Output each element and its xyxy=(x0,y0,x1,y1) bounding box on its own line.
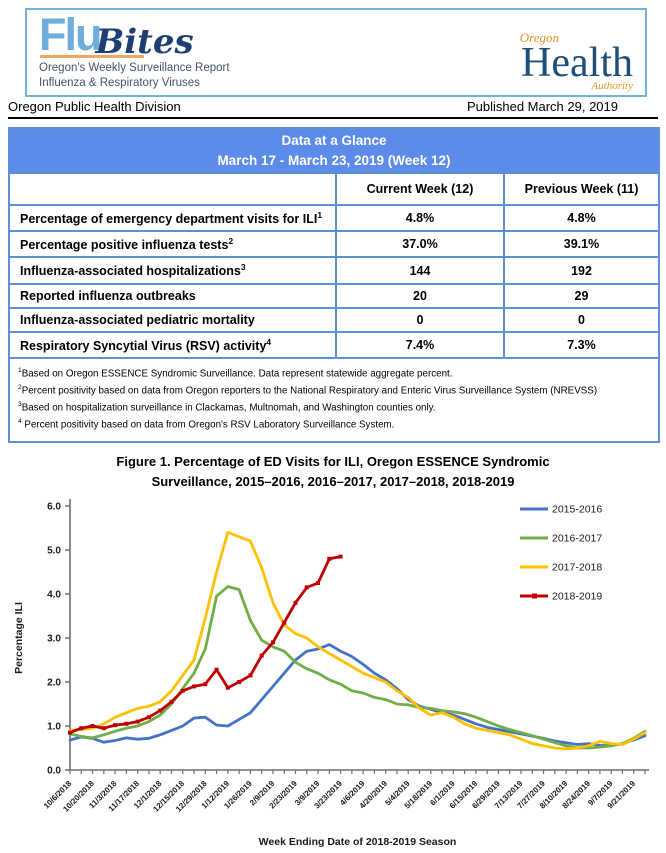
oha-health-text: Health xyxy=(521,40,633,86)
flu-bites-logo: FluBites Oregon's Weekly Surveillance Re… xyxy=(39,12,230,91)
data-marker xyxy=(135,719,140,724)
current-week-value: 0 xyxy=(335,306,505,333)
chart-line-2015-2016 xyxy=(68,643,647,748)
legend-label: 2016-2017 xyxy=(552,533,602,545)
data-marker xyxy=(338,554,343,559)
chart-line-2017-2018 xyxy=(68,531,647,751)
current-week-value: 37.0% xyxy=(335,230,505,259)
y-tick-label: 2.0 xyxy=(47,678,61,689)
logo-tagline-1: Oregon's Weekly Surveillance Report xyxy=(39,62,230,74)
figure-title-line2: Surveillance, 2015–2016, 2016–2017, 2017… xyxy=(151,474,515,490)
previous-week-value: 0 xyxy=(503,306,660,333)
data-marker xyxy=(214,667,219,672)
logo-tagline-2: Influenza & Respiratory Viruses xyxy=(39,76,200,89)
row-label: Respiratory Syncytial Virus (RSV) activi… xyxy=(8,330,337,359)
table-title: Data at a Glance March 17 - March 23, 20… xyxy=(8,126,660,175)
bites-logotype: Bites xyxy=(95,22,194,62)
table-row: Influenza-associated pediatric mortality… xyxy=(8,306,660,333)
division-label: Oregon Public Health Division xyxy=(8,99,181,114)
oha-oregon-text: Oregon xyxy=(519,30,559,45)
legend-label: 2018-2019 xyxy=(552,591,602,603)
table-title-row: Data at a Glance March 17 - March 23, 20… xyxy=(8,126,660,175)
data-marker xyxy=(124,721,129,726)
data-marker xyxy=(158,708,163,713)
previous-week-value: 192 xyxy=(503,256,660,285)
figure-title: Figure 1. Percentage of ED Visits for IL… xyxy=(0,452,666,492)
data-marker xyxy=(248,673,253,678)
data-marker xyxy=(304,585,309,590)
data-marker xyxy=(146,715,151,720)
y-tick-label: 4.0 xyxy=(47,590,61,601)
data-marker xyxy=(192,684,197,689)
y-axis-title: Percentage ILI xyxy=(13,602,25,674)
masthead: FluBites Oregon's Weekly Surveillance Re… xyxy=(25,8,647,97)
data-marker xyxy=(316,581,321,585)
logo-underline xyxy=(40,55,144,58)
data-marker xyxy=(293,600,298,605)
table-row: Percentage of emergency department visit… xyxy=(8,204,660,233)
table-row: Influenza-associated hospitalizations3 14… xyxy=(8,256,660,285)
data-marker xyxy=(169,699,174,704)
current-week-value: 4.8% xyxy=(335,204,505,233)
table-title-line1: Data at a Glance xyxy=(281,133,387,148)
data-marker xyxy=(101,726,106,731)
table-row: Percentage positive influenza tests2 37.0… xyxy=(8,230,660,259)
y-tick-label: 5.0 xyxy=(47,546,61,557)
data-marker xyxy=(225,685,230,690)
data-marker xyxy=(270,640,275,645)
legend-label: 2015-2016 xyxy=(552,504,602,516)
division-row: Oregon Public Health Division Published … xyxy=(8,99,658,119)
previous-week-value: 29 xyxy=(503,282,660,309)
flu-logotype: Flu xyxy=(39,9,103,60)
x-axis-title: Week Ending Date of 2018-2019 Season xyxy=(259,836,457,848)
chart-line-2016-2017 xyxy=(68,585,647,750)
row-label: Influenza-associated pediatric mortality xyxy=(8,306,337,333)
data-marker xyxy=(203,682,208,687)
table-title-line2: March 17 - March 23, 2019 (Week 12) xyxy=(217,152,451,168)
data-marker xyxy=(282,620,287,625)
current-week-value: 20 xyxy=(335,282,505,309)
data-marker xyxy=(113,723,118,728)
row-label: Influenza-associated hospitalizations3 xyxy=(8,256,337,285)
data-marker xyxy=(79,726,84,731)
table-header-row: Current Week (12) Previous Week (11) xyxy=(8,172,660,207)
previous-week-header: Previous Week (11) xyxy=(503,172,660,207)
oha-authority-text: Authority xyxy=(591,80,633,92)
footnotes-row: 1Based on Oregon ESSENCE Syndromic Surve… xyxy=(8,356,660,443)
oregon-health-authority-logo: Oregon Health Authority xyxy=(467,30,637,92)
data-marker xyxy=(259,653,264,658)
current-week-value: 144 xyxy=(335,256,505,285)
footnote: 2Percent positivity based on data from O… xyxy=(18,383,598,397)
footnote: 1Based on Oregon ESSENCE Syndromic Surve… xyxy=(18,366,453,380)
footnote: 3Based on hospitalization surveillance i… xyxy=(18,400,436,414)
data-at-a-glance-table: Data at a Glance March 17 - March 23, 20… xyxy=(8,126,660,443)
previous-week-value: 39.1% xyxy=(503,230,660,259)
data-marker xyxy=(90,724,95,728)
empty-header-cell xyxy=(8,172,337,207)
row-label: Percentage of emergency department visit… xyxy=(8,204,337,233)
data-marker xyxy=(237,680,242,684)
y-tick-label: 1.0 xyxy=(47,722,61,733)
y-tick-label: 6.0 xyxy=(47,502,61,513)
previous-week-value: 7.3% xyxy=(503,330,660,359)
data-marker xyxy=(180,688,185,693)
y-tick-label: 3.0 xyxy=(47,634,61,645)
figure-title-line1: Figure 1. Percentage of ED Visits for IL… xyxy=(116,454,550,469)
published-date: Published March 29, 2019 xyxy=(466,99,618,114)
footnotes: 1Based on Oregon ESSENCE Syndromic Surve… xyxy=(8,356,660,443)
row-label: Percentage positive influenza tests2 xyxy=(8,230,337,259)
row-label: Reported influenza outbreaks xyxy=(8,282,337,309)
legend-marker xyxy=(532,593,537,599)
table-row: Reported influenza outbreaks 20 29 xyxy=(8,282,660,309)
data-marker xyxy=(327,556,332,561)
y-tick-label: 0.0 xyxy=(47,766,61,777)
footnote: 4 Percent positivity based on data from … xyxy=(18,417,395,431)
ili-line-chart: 0.01.02.03.04.05.06.010/6/201810/20/2018… xyxy=(13,499,649,848)
table-row: Respiratory Syncytial Virus (RSV) activi… xyxy=(8,330,660,359)
current-week-header: Current Week (12) xyxy=(335,172,505,207)
current-week-value: 7.4% xyxy=(335,330,505,359)
legend-label: 2017-2018 xyxy=(552,562,602,574)
data-marker xyxy=(68,730,72,735)
previous-week-value: 4.8% xyxy=(503,204,660,233)
